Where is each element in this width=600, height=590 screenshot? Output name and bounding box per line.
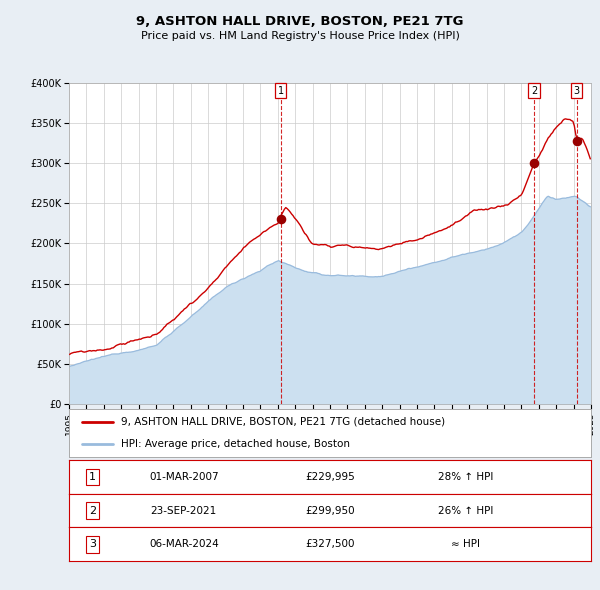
Text: 2: 2 [531,86,537,96]
Text: 9, ASHTON HALL DRIVE, BOSTON, PE21 7TG (detached house): 9, ASHTON HALL DRIVE, BOSTON, PE21 7TG (… [121,417,445,427]
Text: 2: 2 [89,506,96,516]
Text: 1: 1 [278,86,284,96]
Text: 26% ↑ HPI: 26% ↑ HPI [438,506,493,516]
Text: ≈ HPI: ≈ HPI [451,539,480,549]
Point [276,215,286,224]
Text: Price paid vs. HM Land Registry's House Price Index (HPI): Price paid vs. HM Land Registry's House … [140,31,460,41]
Text: 1: 1 [89,472,96,482]
Point [529,158,539,168]
Text: 3: 3 [89,539,96,549]
Text: £229,995: £229,995 [305,472,355,482]
Text: 28% ↑ HPI: 28% ↑ HPI [438,472,493,482]
Point [572,136,581,146]
Text: HPI: Average price, detached house, Boston: HPI: Average price, detached house, Bost… [121,439,350,449]
Text: £327,500: £327,500 [305,539,355,549]
Text: £299,950: £299,950 [305,506,355,516]
Text: 23-SEP-2021: 23-SEP-2021 [151,506,217,516]
Text: 9, ASHTON HALL DRIVE, BOSTON, PE21 7TG: 9, ASHTON HALL DRIVE, BOSTON, PE21 7TG [136,15,464,28]
Text: 06-MAR-2024: 06-MAR-2024 [149,539,219,549]
Text: 3: 3 [574,86,580,96]
Text: 01-MAR-2007: 01-MAR-2007 [149,472,218,482]
